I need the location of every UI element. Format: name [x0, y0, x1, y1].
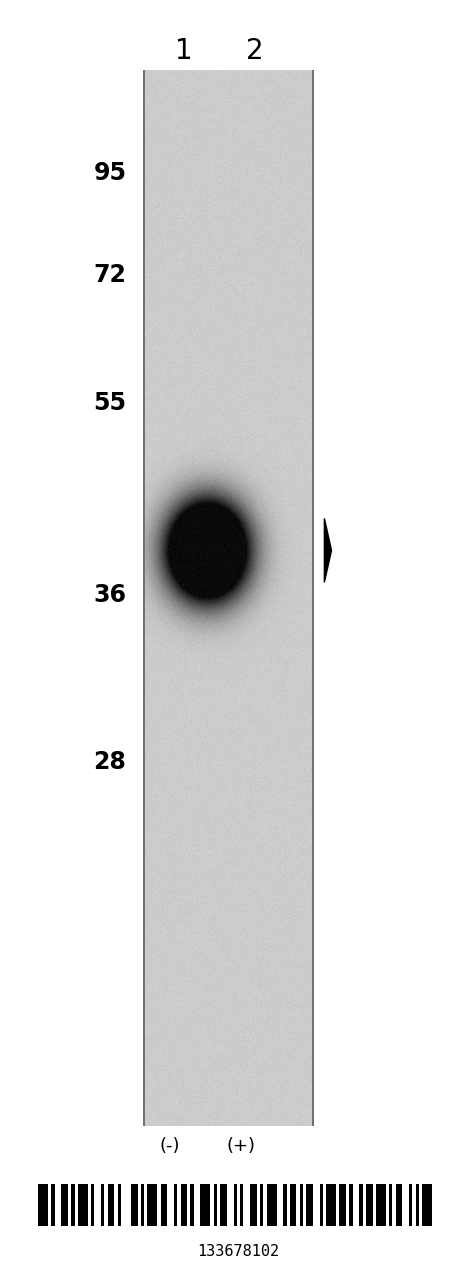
Bar — [299, 1184, 302, 1226]
Bar — [91, 1184, 94, 1226]
Bar — [233, 1184, 237, 1226]
Text: 72: 72 — [93, 264, 126, 287]
Bar — [108, 1184, 114, 1226]
Bar — [266, 1184, 276, 1226]
Bar — [289, 1184, 296, 1226]
Bar — [51, 1184, 55, 1226]
Bar — [349, 1184, 352, 1226]
Polygon shape — [324, 518, 331, 582]
Text: 28: 28 — [93, 750, 126, 773]
Bar — [180, 1184, 187, 1226]
Bar — [375, 1184, 385, 1226]
Bar — [71, 1184, 74, 1226]
Bar — [190, 1184, 193, 1226]
Bar — [358, 1184, 362, 1226]
Text: (+): (+) — [226, 1137, 255, 1155]
Text: 133678102: 133678102 — [197, 1244, 279, 1260]
Bar — [61, 1184, 68, 1226]
Bar — [395, 1184, 402, 1226]
Bar — [220, 1184, 227, 1226]
Text: 55: 55 — [93, 392, 126, 415]
Bar — [118, 1184, 121, 1226]
Text: 1: 1 — [175, 37, 192, 65]
Bar — [174, 1184, 177, 1226]
Bar — [239, 1184, 243, 1226]
Bar — [319, 1184, 322, 1226]
Bar — [200, 1184, 210, 1226]
Bar — [421, 1184, 431, 1226]
Bar — [130, 1184, 137, 1226]
Text: 36: 36 — [93, 584, 126, 607]
Text: (-): (-) — [159, 1137, 179, 1155]
Bar — [306, 1184, 312, 1226]
Bar — [339, 1184, 346, 1226]
Bar — [38, 1184, 48, 1226]
Bar — [326, 1184, 336, 1226]
Bar — [213, 1184, 217, 1226]
Bar — [147, 1184, 157, 1226]
Text: 2: 2 — [246, 37, 263, 65]
Bar — [160, 1184, 167, 1226]
Bar — [415, 1184, 418, 1226]
Text: 95: 95 — [93, 161, 126, 184]
Bar — [365, 1184, 372, 1226]
Bar — [388, 1184, 392, 1226]
Bar — [78, 1184, 88, 1226]
Bar — [249, 1184, 256, 1226]
Bar — [101, 1184, 104, 1226]
Bar — [283, 1184, 286, 1226]
Bar — [259, 1184, 263, 1226]
Bar — [140, 1184, 144, 1226]
Bar — [408, 1184, 411, 1226]
